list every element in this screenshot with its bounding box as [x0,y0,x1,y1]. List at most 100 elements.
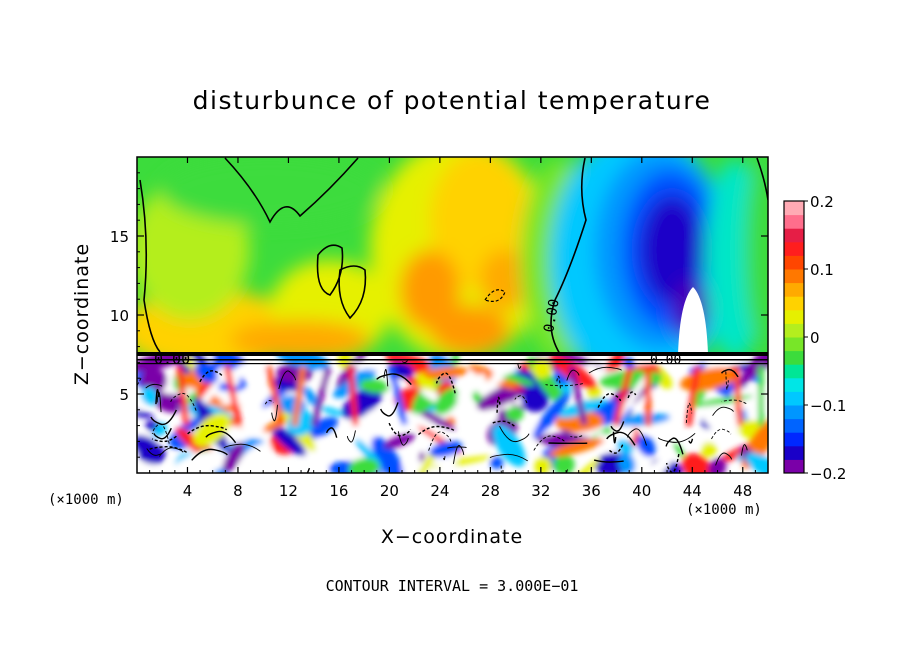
contour-line [388,422,412,437]
field-blob [359,378,390,394]
field-blob [413,407,456,431]
contour-line [610,421,625,432]
colorbar-segment [784,228,804,243]
field-blob [434,388,459,415]
field-streak [612,366,633,427]
contour-line [588,366,622,374]
field-blob [532,392,570,439]
contour-line [725,371,729,390]
field-blob [674,443,685,458]
contour-line [566,369,580,381]
field-blob [745,452,768,473]
field-blob [348,457,380,473]
field-streak [223,365,243,426]
contour-line [428,431,452,451]
contour-line [533,435,567,451]
field-streak [291,366,307,427]
field-blob [534,456,552,473]
contour-line [721,399,747,405]
y-tick-label: 15 [110,228,129,246]
x-tick-label: 12 [279,482,298,500]
contour-line [570,435,583,438]
field-streak [176,365,190,426]
contour-line [741,444,748,456]
contour-line [443,456,446,461]
field-streak [310,366,332,427]
field-blob [429,440,463,458]
x-axis: 4 8 12 16 20 24 28 32 36 40 44 48 [149,157,756,500]
contour-line [715,452,733,466]
colorbar-segment [784,241,804,256]
colorbar-segment [784,337,804,352]
field-blob [570,457,601,473]
contour-line [376,373,412,386]
contour-line [447,446,467,449]
contour-line [496,396,501,413]
contour-label-right: 0.00 [650,353,681,368]
colorbar-segment [784,214,804,229]
y-tick-label: 5 [119,386,129,404]
contour-line [401,360,408,364]
colorbar-tick-label: 0.2 [810,193,834,211]
contour-line [665,437,684,455]
x-tick-label: 16 [329,482,348,500]
contour-line [158,447,184,457]
x-tick-label: 28 [481,482,500,500]
colorbar-tick-label: 0.1 [810,261,834,279]
x-tick-label: 32 [531,482,550,500]
contour-line [491,420,515,427]
colorbar-segment [784,282,804,297]
field-blob [269,378,301,392]
x-unit-left: (×1000 m) [48,492,124,508]
field-blob [238,442,272,470]
contour-line [556,375,561,389]
field-blob [371,436,404,473]
contour-line [170,392,197,411]
contour-line [499,426,530,443]
colorbar-segment [784,391,804,406]
contour-line [264,400,274,405]
x-tick-label: 8 [233,482,243,500]
x-unit-right: (×1000 m) [686,502,762,518]
contour-line [711,428,732,440]
contour-line [191,448,228,461]
field-streak [265,365,285,426]
contour-line [417,425,455,436]
contour-line [346,430,356,443]
contour-interval-note: CONTOUR INTERVAL = 3.000E−01 [325,577,579,595]
field-streak [732,365,744,426]
contour-line [151,423,170,444]
contour-line [325,427,338,438]
colorbar-segment [784,350,804,365]
field-blob [587,385,602,402]
field-blob [636,434,656,457]
field-blob [275,354,330,371]
field-blob [548,438,605,457]
colorbar-segment [784,459,804,474]
field-blob [137,442,166,465]
field-blob [383,433,416,449]
field-blob [270,424,307,457]
field-blob [612,413,671,426]
y-axis: 5 10 15 [110,172,768,458]
contour-line [688,438,694,444]
field-blob [244,425,269,439]
field-streak [644,365,652,426]
contour-line [153,427,172,440]
y-tick-label: 10 [110,307,129,325]
colorbar-segment [784,309,804,324]
contour-line [597,393,622,408]
contour-line [606,431,636,446]
field-blob [730,386,768,412]
colorbar-segment [784,269,804,284]
contour-line [148,446,187,453]
field-blob [456,373,486,401]
colorbar-tick-label: −0.2 [810,465,846,483]
colorbar-segment [784,418,804,433]
field-streak [757,365,765,426]
chart-title: disturbunce of potential temperature [192,86,712,115]
contour-line [271,404,278,422]
contour-line [545,383,583,387]
colorbar-segment [784,405,804,420]
